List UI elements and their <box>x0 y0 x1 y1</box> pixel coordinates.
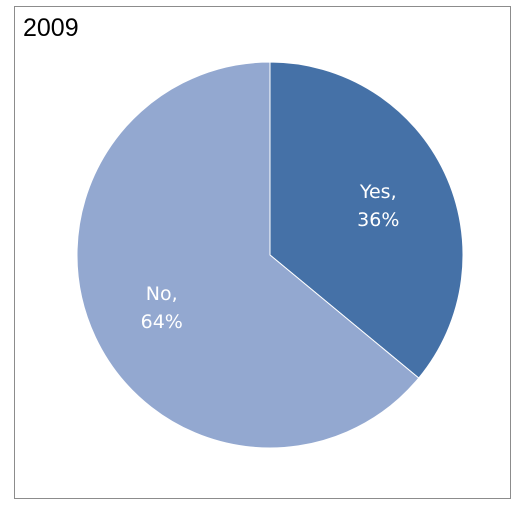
slice-percent-label-1: 64% <box>141 311 183 333</box>
slice-percent-label-0: 36% <box>357 209 399 231</box>
chart-title: 2009 <box>23 14 79 42</box>
slice-label-1: No, <box>146 283 178 305</box>
slice-label-0: Yes, <box>359 181 397 203</box>
pie-slice-yes <box>269 61 464 379</box>
pie-slice-no <box>76 61 420 449</box>
